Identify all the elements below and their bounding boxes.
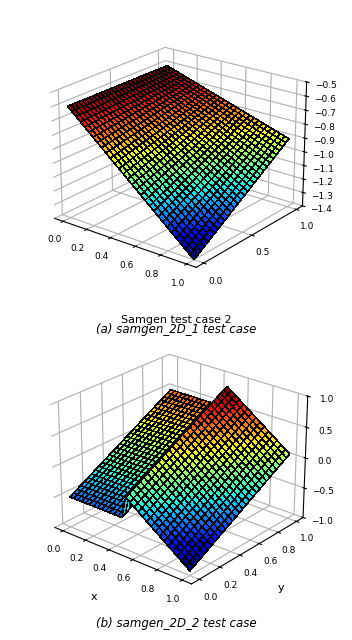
X-axis label: x: x — [90, 591, 97, 602]
Text: (b) samgen_2D_2 test case: (b) samgen_2D_2 test case — [96, 618, 256, 630]
Text: (a) samgen_2D_1 test case: (a) samgen_2D_1 test case — [96, 323, 256, 336]
Y-axis label: y: y — [278, 584, 284, 593]
Title: Samgen test case 2: Samgen test case 2 — [121, 315, 231, 324]
